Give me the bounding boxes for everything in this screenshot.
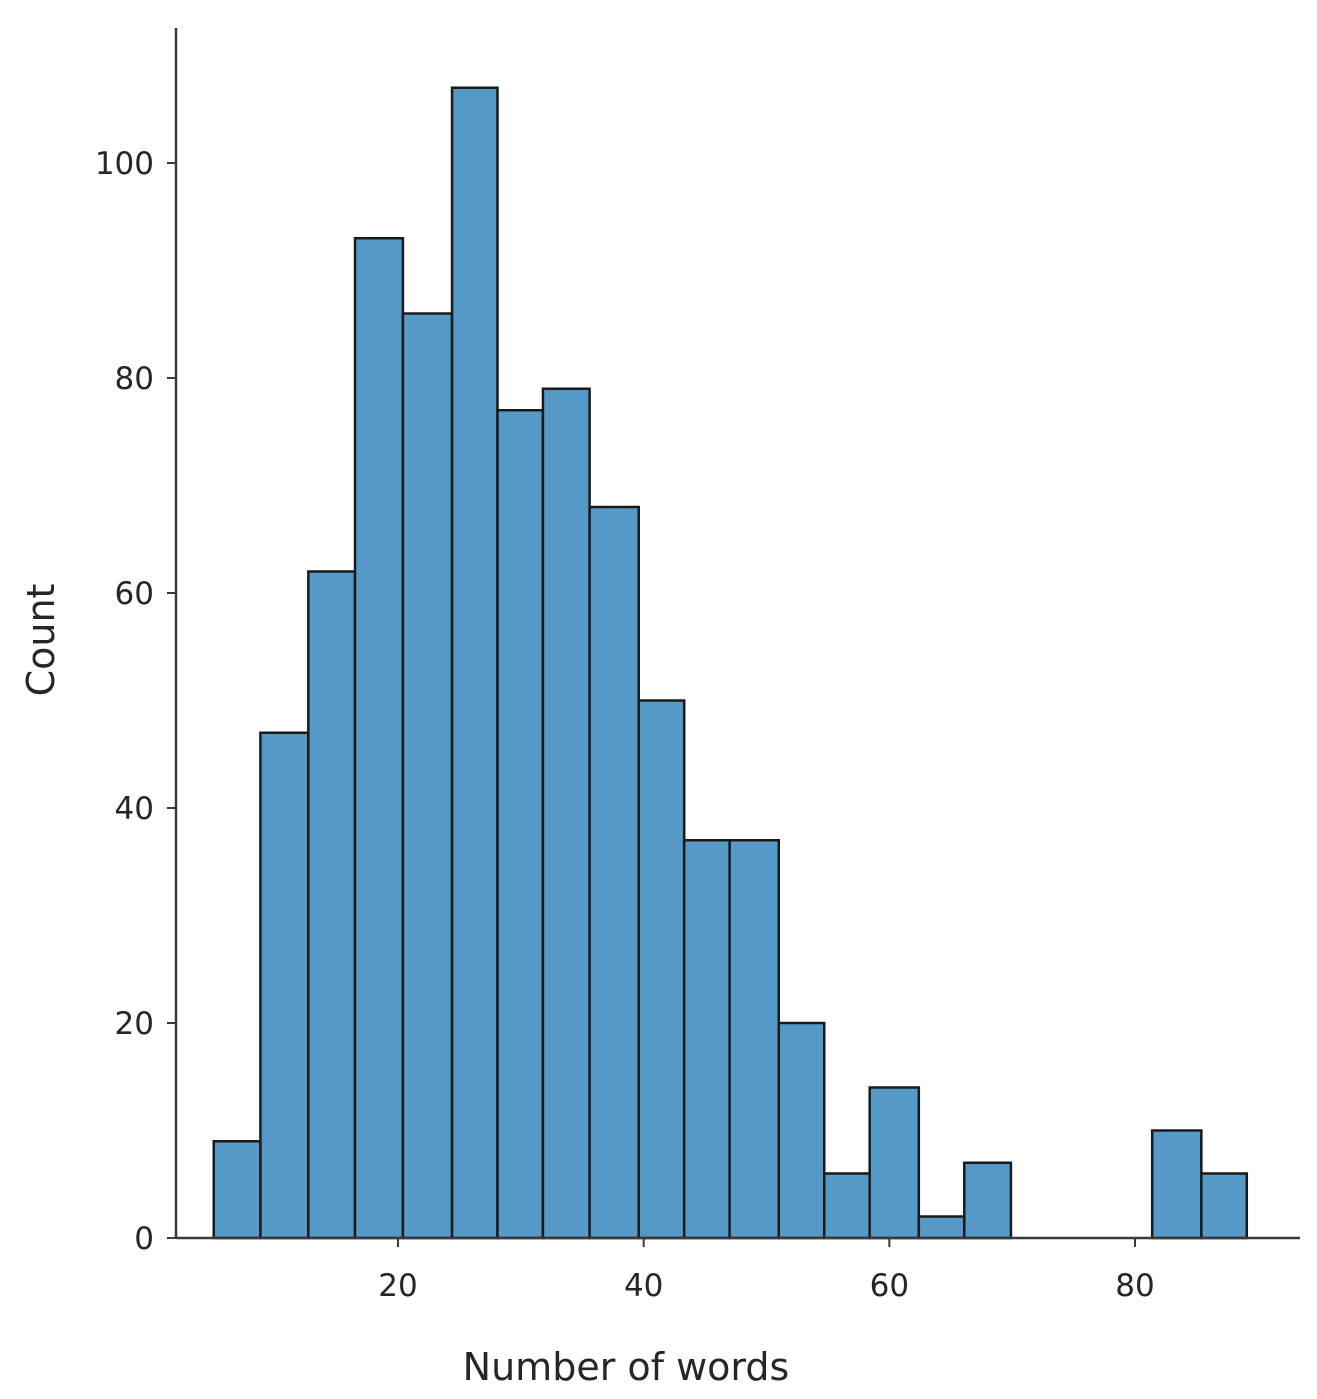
histogram-bar	[777, 1021, 826, 1240]
histogram-bar	[496, 409, 545, 1240]
y-ticks-group: 0 20 40 60 80 100	[95, 146, 176, 1257]
histogram-bar	[728, 839, 781, 1240]
histogram-bar	[917, 1215, 966, 1240]
histogram-bar	[868, 1086, 921, 1240]
histogram-bar	[353, 237, 405, 1240]
y-tick-label: 100	[95, 146, 154, 182]
histogram-bar	[541, 387, 591, 1240]
histogram-bar	[1200, 1172, 1249, 1240]
histogram-bar	[307, 570, 357, 1240]
histogram-bar	[588, 505, 641, 1240]
x-tick-label: 20	[378, 1268, 417, 1304]
histogram-bar	[259, 731, 310, 1240]
x-axis-title: Number of words	[463, 1345, 790, 1389]
x-ticks-group: 20 40 60 80	[378, 1238, 1155, 1304]
x-tick-label: 40	[624, 1268, 663, 1304]
y-axis-title: Count	[19, 584, 63, 697]
y-tick-label: 0	[134, 1221, 154, 1257]
histogram-bar	[682, 839, 731, 1240]
histogram-bar	[822, 1172, 871, 1240]
x-tick-label: 60	[870, 1268, 909, 1304]
y-tick-label: 20	[115, 1006, 154, 1042]
histogram-bar	[637, 699, 686, 1240]
histogram-bar	[401, 312, 454, 1240]
histogram-bar	[212, 1140, 262, 1240]
y-tick-label: 80	[115, 361, 154, 397]
axes-group	[174, 28, 1300, 1240]
y-tick-label: 40	[115, 791, 154, 827]
histogram-bar	[450, 86, 499, 1240]
histogram-bar	[963, 1161, 1013, 1240]
y-tick-label: 60	[115, 576, 154, 612]
bars-group	[212, 86, 1249, 1240]
x-tick-label: 80	[1115, 1268, 1154, 1304]
histogram-bar	[1150, 1129, 1203, 1240]
